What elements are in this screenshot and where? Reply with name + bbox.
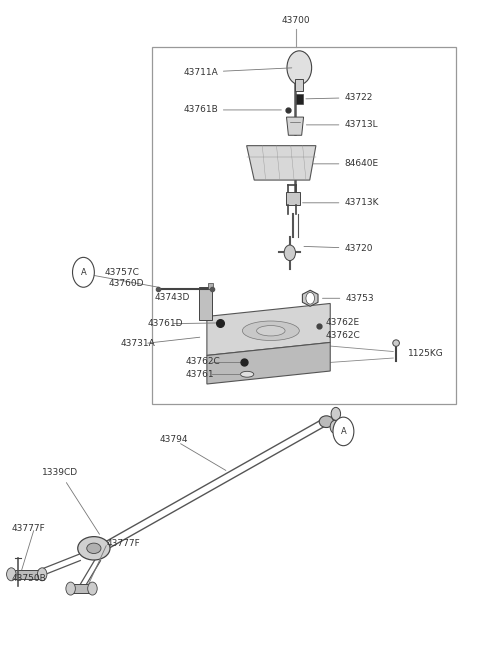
Ellipse shape [87, 543, 101, 553]
Bar [199, 288, 213, 320]
Text: 84640E: 84640E [312, 159, 379, 168]
Circle shape [66, 582, 75, 595]
Polygon shape [207, 303, 330, 356]
Ellipse shape [78, 536, 110, 560]
Text: 43757C: 43757C [105, 268, 140, 277]
Text: 43794: 43794 [159, 436, 188, 444]
Text: 43713L: 43713L [306, 121, 378, 130]
Text: 43731A: 43731A [120, 339, 155, 348]
Circle shape [284, 245, 296, 261]
Text: 43753: 43753 [323, 294, 374, 303]
Text: 43720: 43720 [304, 244, 373, 253]
Ellipse shape [242, 321, 300, 341]
Text: 43762C: 43762C [185, 358, 220, 366]
Text: A: A [340, 427, 346, 436]
Bar [152, 47, 456, 404]
Text: 43760D: 43760D [108, 279, 144, 288]
Circle shape [331, 407, 341, 421]
Text: A: A [81, 268, 86, 277]
Text: 43761: 43761 [185, 370, 214, 379]
Text: 43761D: 43761D [147, 319, 183, 328]
Bar [71, 584, 93, 593]
Text: 1339CD: 1339CD [42, 468, 99, 534]
Circle shape [333, 417, 354, 445]
Text: 43711A: 43711A [183, 67, 292, 77]
Circle shape [7, 568, 16, 581]
Circle shape [72, 257, 95, 288]
Bar [12, 570, 42, 579]
Circle shape [287, 51, 312, 84]
Text: 43777F: 43777F [12, 525, 45, 533]
Bar [208, 284, 214, 289]
Ellipse shape [393, 340, 399, 346]
Text: 43750B: 43750B [12, 574, 46, 584]
Text: 43777F: 43777F [106, 538, 140, 548]
Circle shape [37, 568, 47, 581]
Text: 43743D: 43743D [155, 293, 190, 302]
Polygon shape [247, 145, 316, 180]
Bar [295, 79, 303, 91]
Circle shape [306, 292, 314, 304]
Text: 43700: 43700 [282, 16, 310, 26]
Circle shape [88, 582, 97, 595]
Bar [286, 193, 300, 206]
Text: 43713K: 43713K [302, 198, 379, 207]
Polygon shape [207, 343, 330, 384]
Ellipse shape [319, 416, 334, 428]
Polygon shape [302, 290, 318, 307]
Ellipse shape [257, 326, 285, 336]
Text: 43762E: 43762E [325, 318, 360, 327]
Text: 43761B: 43761B [183, 105, 281, 115]
Text: 43722: 43722 [306, 93, 373, 102]
Polygon shape [287, 117, 303, 136]
Circle shape [330, 421, 340, 434]
Text: 43762C: 43762C [325, 331, 360, 340]
Bar [296, 94, 303, 104]
Text: 1125KG: 1125KG [408, 349, 444, 358]
Ellipse shape [240, 371, 254, 377]
